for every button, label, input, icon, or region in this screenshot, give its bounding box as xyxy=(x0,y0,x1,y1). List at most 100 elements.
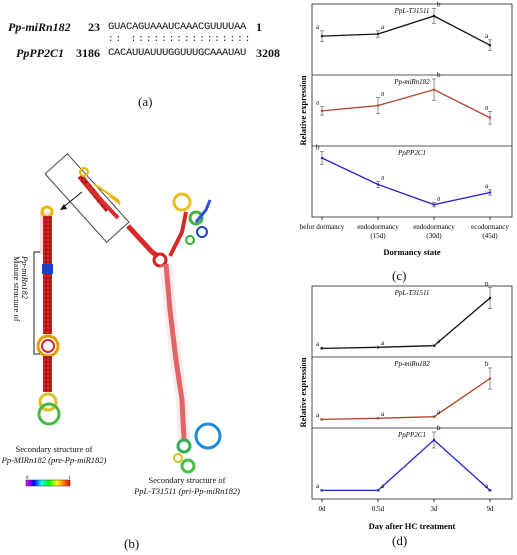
color-scale-max: 1 xyxy=(68,476,71,481)
pre-caption-line2: Pp-MIRn182 (pre-Pp-miR182) xyxy=(1,455,107,465)
target-sequence: CACAUUAUUUGGUUUGCAAAUAU xyxy=(108,47,247,59)
x-tick-label: befor dormancy xyxy=(300,223,345,231)
y-axis-label: Relative expression xyxy=(300,357,308,427)
data-point xyxy=(320,418,324,421)
mirna-sequence: GUACAGUAAAUCAAACGUUUUAA xyxy=(108,21,247,33)
significance-letter: b xyxy=(485,282,489,287)
data-point xyxy=(488,191,492,194)
significance-letter: b xyxy=(437,424,441,432)
significance-letter: a xyxy=(316,482,320,490)
data-point xyxy=(376,104,380,107)
zoom-box xyxy=(44,153,130,243)
x-tick-label-line2: (15d) xyxy=(370,232,386,240)
series-line xyxy=(321,157,491,206)
significance-letter: b xyxy=(437,71,441,79)
data-point xyxy=(488,489,492,492)
rna-structures-svg: Mature structure of Pp-miRn182 xyxy=(1,153,240,496)
mirna-name: Pp-miRn182 xyxy=(8,20,71,34)
series-title: PpPP2C1 xyxy=(397,431,426,439)
chart-c-svg: PpL-T31511 a a b a Pp-miRn182 a a b a PpPP2C1 b a a a b… xyxy=(298,1,513,257)
pri-caption-line1: Secondary structure of xyxy=(149,475,226,485)
series-title: PpL-T31511 xyxy=(394,7,430,15)
panel-c-label: (c) xyxy=(392,268,407,283)
y-axis-label: Relative expression xyxy=(300,75,308,145)
significance-letter: a xyxy=(485,482,489,490)
color-scale-min: 0 xyxy=(26,476,29,481)
target-end: 3208 xyxy=(256,46,280,60)
significance-letter: a xyxy=(381,410,385,418)
target-start: 3186 xyxy=(76,46,100,60)
significance-letter: a xyxy=(316,23,320,31)
significance-letter: a xyxy=(485,103,489,111)
significance-letter: a xyxy=(381,482,385,490)
data-point xyxy=(376,183,380,186)
pri-caption-line2: PpL-T31511 (pri-Pp-miRn182) xyxy=(133,486,240,496)
series-line xyxy=(321,88,491,119)
series-title: Pp-miRn182 xyxy=(393,78,430,86)
series-title: Pp-miRn182 xyxy=(393,360,430,368)
data-point xyxy=(376,346,380,349)
data-point xyxy=(432,415,436,418)
x-tick-label: endodormancy xyxy=(357,223,399,231)
mature-label-line1: Mature structure of xyxy=(12,256,22,322)
data-point xyxy=(320,109,324,113)
pre-caption-line1: Secondary structure of xyxy=(16,444,93,454)
mature-bracket xyxy=(33,251,40,355)
color-scale-bar xyxy=(25,479,71,487)
plot-frame xyxy=(311,3,513,218)
mature-label-line2: Pp-miRn182 xyxy=(20,255,30,300)
panel-b: Mature structure of Pp-miRn182 xyxy=(0,140,300,551)
plot-frame xyxy=(311,285,513,500)
data-point xyxy=(432,203,436,206)
series-line xyxy=(322,439,491,492)
significance-letter: b xyxy=(437,1,441,9)
data-point xyxy=(488,43,492,47)
x-tick-label: endodormancy xyxy=(413,223,455,231)
data-point xyxy=(320,156,324,160)
panel-c: PpL-T31511 a a b a Pp-miRn182 a a b a PpPP2C1 b a a a b… xyxy=(298,0,517,283)
significance-letter: a xyxy=(437,195,441,203)
x-tick-label-line2: (45d) xyxy=(482,232,498,240)
pri-mirna-structure xyxy=(126,192,222,474)
data-point xyxy=(432,438,436,442)
x-tick-label: 0d xyxy=(319,505,327,513)
significance-letter: a xyxy=(485,182,489,190)
series-title: PpL-T31511 xyxy=(394,289,430,297)
x-axis-label: Day after HC treatment xyxy=(369,521,456,530)
x-tick-label-line2: (30d) xyxy=(426,232,442,240)
data-point xyxy=(320,489,324,492)
data-point xyxy=(432,88,436,91)
significance-letter: a xyxy=(381,173,385,181)
x-tick-label: 0.5d xyxy=(372,505,385,513)
panel-d: PpL-T31511 a a a b Pp-miRn182 a a a b PpPP2C1 a a b a 0… xyxy=(298,279,517,550)
significance-letter: a xyxy=(316,340,320,348)
data-point xyxy=(376,489,380,492)
mirna-start: 23 xyxy=(88,20,100,34)
panel-a-label: (a) xyxy=(138,94,153,109)
x-axis-label: Dormancy state xyxy=(383,247,441,257)
series-title: PpPP2C1 xyxy=(397,149,426,157)
x-tick-label: 9d xyxy=(487,505,495,513)
significance-letter: a xyxy=(381,90,385,98)
x-tick-label: ecodormancy xyxy=(471,223,509,231)
mature-label-2: Pp-miRn182 xyxy=(20,255,30,300)
pairing-marks: : : : : : : : : : : : : : : : : : : xyxy=(108,34,250,44)
significance-letter: b xyxy=(485,360,489,368)
data-point xyxy=(488,296,492,300)
data-point xyxy=(432,14,436,18)
significance-letter: a xyxy=(437,337,441,345)
pre-mirna-hairpin xyxy=(36,205,61,426)
target-name: PpPP2C1 xyxy=(16,46,64,60)
series-line xyxy=(321,15,491,46)
panel-a: Pp-miRn182 23 GUACAGUAAAUCAAACGUUUUAA 1 … xyxy=(0,0,300,110)
significance-letter: a xyxy=(316,99,320,107)
panel-d-label: (d) xyxy=(392,533,408,548)
data-point xyxy=(376,32,380,36)
significance-letter: a xyxy=(381,23,385,31)
panel-b-label: (b) xyxy=(124,536,140,551)
significance-letter: a xyxy=(437,408,441,416)
significance-letter: b xyxy=(316,144,320,152)
data-point xyxy=(488,377,492,380)
series-line xyxy=(321,297,491,349)
